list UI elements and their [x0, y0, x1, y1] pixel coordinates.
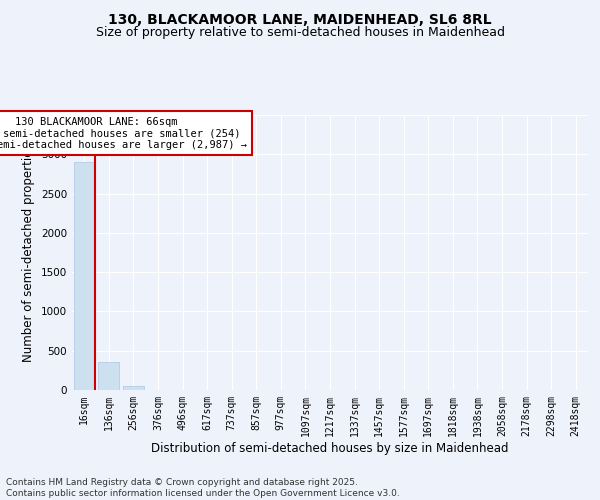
Bar: [98, 362, 119, 390]
Text: 130 BLACKAMOOR LANE: 66sqm
← 8% of semi-detached houses are smaller (254)
92% of: 130 BLACKAMOOR LANE: 66sqm ← 8% of semi-…: [0, 116, 247, 150]
Text: Contains HM Land Registry data © Crown copyright and database right 2025.
Contai: Contains HM Land Registry data © Crown c…: [6, 478, 400, 498]
Bar: [123, 386, 144, 390]
Text: 130, BLACKAMOOR LANE, MAIDENHEAD, SL6 8RL: 130, BLACKAMOOR LANE, MAIDENHEAD, SL6 8R…: [108, 12, 492, 26]
Bar: [74, 162, 95, 390]
Text: Size of property relative to semi-detached houses in Maidenhead: Size of property relative to semi-detach…: [95, 26, 505, 39]
Y-axis label: Number of semi-detached properties: Number of semi-detached properties: [22, 143, 35, 362]
X-axis label: Distribution of semi-detached houses by size in Maidenhead: Distribution of semi-detached houses by …: [151, 442, 509, 454]
